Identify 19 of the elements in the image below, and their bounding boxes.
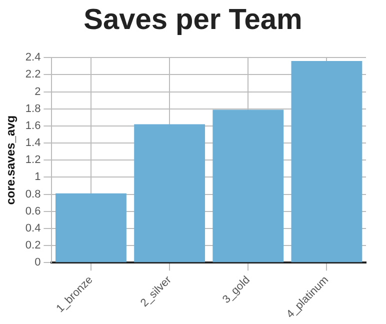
y-tick-label: 1.2 [25, 154, 41, 166]
y-tick-label: 0.2 [25, 240, 41, 252]
y-tick-label: 2.4 [25, 52, 41, 64]
y-axis-title: core.saves_avg [4, 115, 18, 205]
y-tick-label: 2 [34, 86, 41, 98]
y-tick-label: 0.4 [25, 222, 41, 234]
y-tick-label: 1.6 [25, 120, 41, 132]
y-tick-label: 1.4 [25, 137, 41, 150]
bar [56, 193, 126, 262]
y-tick-label: 0.8 [25, 188, 41, 200]
y-tick-label: 1.8 [25, 102, 41, 115]
bar [291, 61, 362, 262]
chart-title: Saves per Team [82, 3, 304, 38]
bar [212, 110, 284, 262]
y-tick-label: 2.2 [25, 68, 41, 81]
y-tick-label: 0.6 [25, 205, 41, 218]
bar [134, 124, 206, 262]
y-tick-label: 0 [34, 256, 41, 269]
y-tick-label: 1 [34, 171, 41, 184]
